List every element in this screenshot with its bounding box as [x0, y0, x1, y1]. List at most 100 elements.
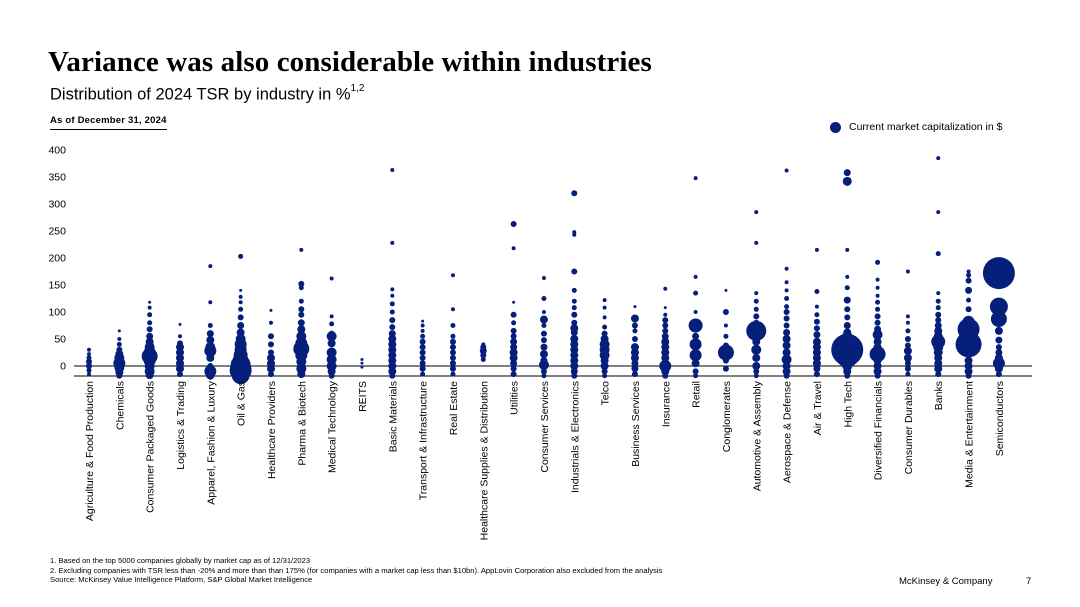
bubble-point	[541, 275, 546, 280]
bubble-point	[990, 311, 1007, 328]
legend-marker-icon	[830, 121, 841, 133]
bubble-point	[147, 305, 152, 310]
bubble-point	[693, 176, 698, 181]
bubble-point	[784, 304, 790, 310]
bubble-point	[722, 365, 729, 372]
bubble-point	[146, 332, 154, 340]
bubble-point	[631, 322, 638, 329]
bubble-point	[116, 346, 123, 353]
bubble-point	[419, 365, 426, 372]
bubble-point	[327, 367, 336, 376]
bubble-point	[540, 368, 547, 375]
bubble-point	[571, 319, 578, 326]
bubble-point	[236, 328, 245, 337]
bubble-point	[934, 364, 943, 373]
y-tick-label: 0	[60, 361, 66, 373]
bubble-point	[781, 354, 792, 365]
bubble-point	[389, 372, 396, 379]
bubble-point	[905, 269, 910, 274]
bubble-point	[845, 247, 850, 252]
x-category-label: Apparel, Fashion & Luxury	[205, 380, 217, 504]
as-of-date: As of December 31, 2024	[50, 115, 167, 130]
bubble-point	[541, 296, 547, 301]
bubble-point	[783, 329, 791, 337]
bubble-point	[449, 354, 456, 361]
bubble-point	[237, 314, 244, 321]
bubble-point	[904, 336, 911, 342]
bubble-point	[421, 319, 425, 323]
bubble-point	[691, 359, 700, 368]
bubble-point	[965, 286, 973, 294]
bubble-point	[390, 167, 395, 172]
bubble-point	[571, 311, 578, 318]
bubble-point	[601, 330, 608, 337]
bubble-point	[388, 367, 397, 376]
bubble-point	[874, 313, 881, 320]
bubble-point	[388, 330, 396, 338]
bubble-point	[231, 366, 250, 385]
y-tick-label: 300	[48, 199, 66, 211]
bubble-point	[390, 240, 395, 245]
bubble-point	[177, 334, 182, 339]
bubble-point	[509, 353, 518, 362]
x-category-label: Oil & Gas	[236, 381, 248, 426]
bubble-point	[693, 290, 699, 296]
bubble-point	[600, 335, 609, 343]
x-category-label: Pharma & Biotech	[296, 381, 308, 466]
bubble-point	[541, 323, 547, 328]
bubble-point	[874, 372, 881, 379]
bubble-point	[327, 339, 336, 348]
legend-label: Current market capitalization in $	[849, 121, 1003, 133]
bubble-point	[814, 288, 820, 294]
x-category-label: REITS	[357, 381, 369, 412]
bubble-point	[600, 362, 609, 370]
bubble-point	[874, 319, 881, 326]
bubble-point	[875, 277, 880, 282]
bubble-point	[746, 320, 767, 341]
bubble-point	[663, 306, 667, 310]
bubble-point	[602, 305, 607, 310]
bubble-point	[813, 371, 820, 378]
bubble-point	[267, 371, 274, 378]
bubble-point	[784, 168, 789, 173]
bubble-point	[753, 306, 759, 312]
bubble-point	[814, 247, 819, 252]
bubble-point	[450, 307, 455, 312]
bubble-point	[754, 240, 759, 245]
bubble-point	[782, 335, 791, 343]
x-category-label: Industrials & Electronics	[569, 381, 581, 493]
x-category-label: Air & Travel	[812, 381, 824, 435]
y-tick-label: 350	[48, 172, 66, 184]
bubble-point	[693, 373, 699, 379]
bubble-point	[905, 328, 911, 334]
bubble-point	[905, 320, 910, 325]
bubble-point	[389, 309, 395, 315]
bubble-point	[329, 276, 334, 281]
bubble-point	[234, 343, 247, 356]
bubble-point	[148, 300, 152, 304]
bubble-point	[994, 326, 1003, 335]
bubble-point	[329, 321, 335, 327]
x-category-label: Business Services	[630, 381, 642, 467]
bubble-point	[663, 286, 668, 291]
x-category-label: Telco	[600, 381, 612, 406]
bubble-point	[782, 367, 791, 376]
chart-subtitle: Distribution of 2024 TSR by industry in …	[50, 83, 364, 105]
bubble-point	[419, 360, 426, 367]
x-category-label: Media & Entertainment	[964, 381, 976, 488]
bubble-point	[784, 296, 790, 301]
x-category-label: Real Estate	[448, 381, 460, 435]
bubble-point	[145, 337, 154, 346]
bubble-point	[510, 220, 517, 227]
bubble-point	[989, 297, 1008, 316]
bubble-point	[754, 210, 759, 215]
bubble-point	[994, 364, 1003, 373]
bubble-point	[176, 371, 183, 378]
bubble-point	[935, 311, 942, 318]
bubble-point	[541, 310, 546, 314]
bubble-point	[873, 343, 882, 352]
bubble-point	[782, 348, 791, 357]
bubble-point	[994, 353, 1003, 362]
bubble-point	[449, 338, 456, 345]
bubble-point	[480, 357, 486, 363]
